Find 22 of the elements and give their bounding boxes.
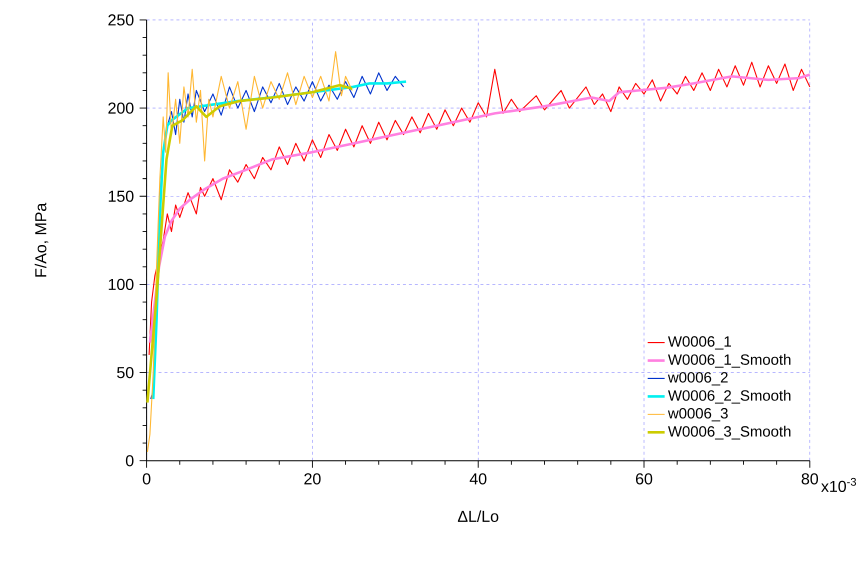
legend-label: w0006_3 <box>668 408 728 422</box>
x-tick-label: 0 <box>142 473 150 484</box>
y-tick-label: 200 <box>108 102 134 114</box>
x-axis-title: ΔL/Lo <box>458 510 498 522</box>
line-series <box>146 84 354 404</box>
x-tick-label: 80 <box>802 473 818 484</box>
y-tick-label: 50 <box>117 366 134 378</box>
y-tick-label: 100 <box>108 278 134 290</box>
line-series <box>146 50 353 452</box>
legend-label: W0006_1 <box>668 336 731 350</box>
legend-label: W0006_2_Smooth <box>668 390 790 404</box>
y-tick-label: 0 <box>126 454 134 466</box>
y-tick-label: 250 <box>108 14 134 26</box>
y-tick-label: 150 <box>108 190 134 202</box>
x-tick-label: 60 <box>636 473 652 484</box>
legend-label: W0006_1_Smooth <box>668 354 790 368</box>
x-tick-label: 20 <box>304 473 321 484</box>
x-tick-label: 40 <box>470 473 486 484</box>
text: x10$^{-3}$ <box>821 478 856 492</box>
legend-label: w0006_2 <box>668 372 728 386</box>
y-axis-title: F/Ao, MPa <box>34 202 48 276</box>
legend-label: W0006_3_Smooth <box>668 426 790 440</box>
